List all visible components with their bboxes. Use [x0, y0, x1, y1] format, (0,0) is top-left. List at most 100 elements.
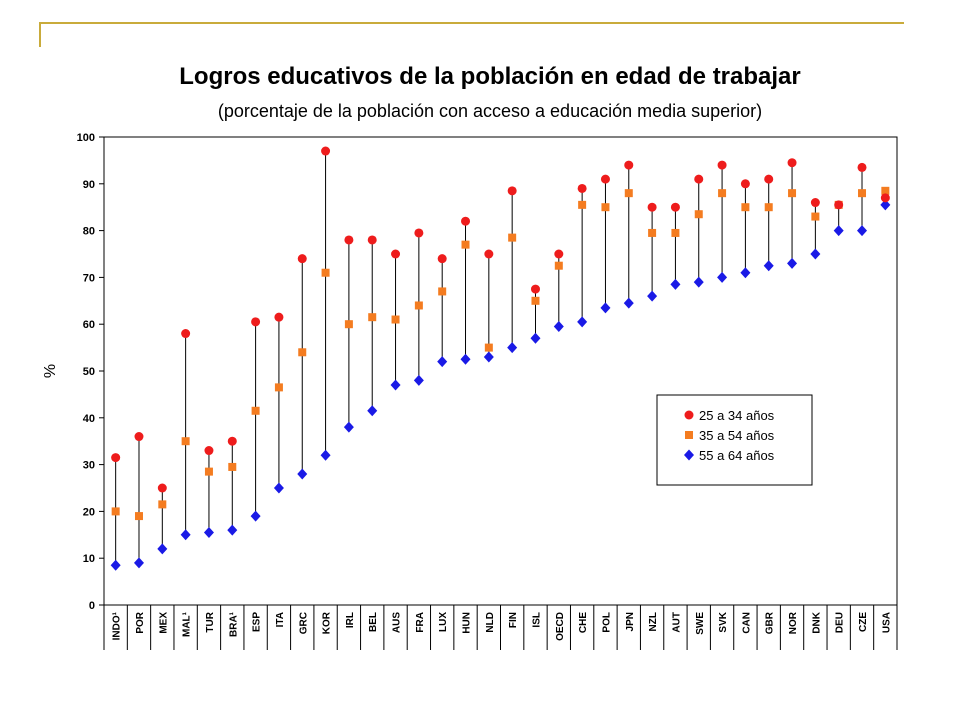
point-25-34	[834, 200, 844, 210]
y-tick-label: 40	[83, 413, 95, 425]
point-35-54	[321, 268, 330, 277]
point-25-34	[600, 174, 610, 184]
point-55-64	[180, 529, 191, 541]
plot-frame	[103, 136, 898, 606]
point-35-54	[671, 228, 680, 237]
point-35-54	[554, 261, 563, 270]
point-35-54	[508, 233, 517, 242]
x-tick-label: JPN	[625, 612, 636, 631]
x-tick-label: ITA	[275, 612, 286, 627]
point-25-34	[740, 179, 750, 189]
y-axis-label: %	[42, 364, 59, 378]
point-55-64	[857, 225, 868, 237]
point-35-54	[111, 507, 120, 516]
point-55-64	[600, 302, 611, 314]
point-35-54	[718, 189, 727, 198]
point-35-54	[578, 200, 587, 209]
point-25-34	[717, 160, 727, 170]
point-55-64	[717, 271, 728, 283]
point-25-34	[507, 186, 517, 196]
legend-entry-35-54-marker	[685, 431, 693, 439]
y-tick-label: 0	[89, 600, 95, 612]
point-25-34	[391, 249, 401, 259]
point-35-54	[274, 383, 283, 392]
x-tick-label: IRL	[345, 612, 356, 628]
point-25-34	[764, 174, 774, 184]
point-55-64	[880, 199, 891, 211]
chart-subtitle: (porcentaje de la población con acceso a…	[217, 101, 763, 121]
point-25-34	[204, 446, 214, 456]
point-55-64	[787, 257, 798, 269]
x-tick-label: POL	[601, 612, 612, 633]
point-25-34	[577, 183, 587, 193]
x-tick-label: AUT	[671, 612, 682, 633]
point-25-34	[461, 216, 471, 226]
point-35-54	[741, 203, 750, 212]
point-55-64	[110, 559, 121, 571]
point-35-54	[344, 320, 353, 329]
x-tick-label: KOR	[322, 611, 333, 634]
point-35-54	[414, 301, 423, 310]
point-35-54	[158, 500, 167, 509]
x-tick-label: FRA	[415, 612, 426, 633]
point-55-64	[203, 526, 214, 538]
point-35-54	[461, 240, 470, 249]
x-tick-label: GRC	[298, 612, 309, 634]
legend-entry-55-64-marker	[684, 449, 694, 461]
x-tick-label: INDO¹	[112, 611, 123, 640]
x-tick-label: MEX	[158, 612, 169, 634]
x-tick-label: LUX	[438, 612, 449, 632]
point-35-54	[858, 189, 867, 198]
point-25-34	[624, 160, 634, 170]
legend-entry-25-34-marker	[684, 410, 694, 420]
frame-corner-horizontal	[39, 22, 904, 24]
point-35-54	[531, 296, 540, 305]
point-25-34	[484, 249, 494, 259]
y-tick-label: 70	[83, 272, 95, 284]
point-35-54	[181, 437, 190, 446]
point-25-34	[670, 202, 680, 212]
point-55-64	[343, 421, 354, 433]
point-25-34	[810, 198, 820, 208]
point-25-34	[321, 146, 331, 156]
x-tick-label: GBR	[765, 611, 776, 634]
point-25-34	[134, 432, 144, 442]
point-55-64	[577, 316, 588, 328]
point-35-54	[624, 189, 633, 198]
x-tick-label: POR	[135, 611, 146, 633]
point-35-54	[391, 315, 400, 324]
x-tick-label: TUR	[205, 611, 216, 632]
legend-entry-35-54-label: 35 a 54 años	[699, 428, 775, 443]
point-35-54	[694, 210, 703, 219]
point-55-64	[647, 290, 658, 302]
point-35-54	[134, 512, 143, 521]
point-55-64	[250, 510, 261, 522]
point-55-64	[553, 321, 564, 333]
legend-entry-55-64-label: 55 a 64 años	[699, 448, 775, 463]
point-25-34	[437, 254, 447, 264]
point-35-54	[368, 313, 377, 322]
x-tick-label: NOR	[788, 611, 799, 634]
point-25-34	[694, 174, 704, 184]
x-tick-label: DEU	[835, 612, 846, 633]
x-tick-label: NZL	[648, 612, 659, 631]
point-25-34	[414, 228, 424, 238]
point-35-54	[881, 186, 890, 195]
point-35-54	[811, 212, 820, 221]
point-35-54	[788, 189, 797, 198]
x-tick-label: CZE	[858, 612, 869, 632]
x-tick-label: ESP	[252, 612, 263, 632]
y-tick-label: 30	[83, 460, 95, 472]
point-35-54	[228, 462, 237, 471]
point-55-64	[483, 351, 494, 363]
y-tick-label: 60	[83, 319, 95, 331]
point-55-64	[693, 276, 704, 288]
legend-box	[656, 394, 813, 486]
point-55-64	[227, 524, 238, 536]
point-35-54	[648, 228, 657, 237]
point-55-64	[320, 449, 331, 461]
x-tick-label: FIN	[508, 612, 519, 628]
x-tick-label: CAN	[741, 612, 752, 634]
point-55-64	[157, 543, 168, 555]
